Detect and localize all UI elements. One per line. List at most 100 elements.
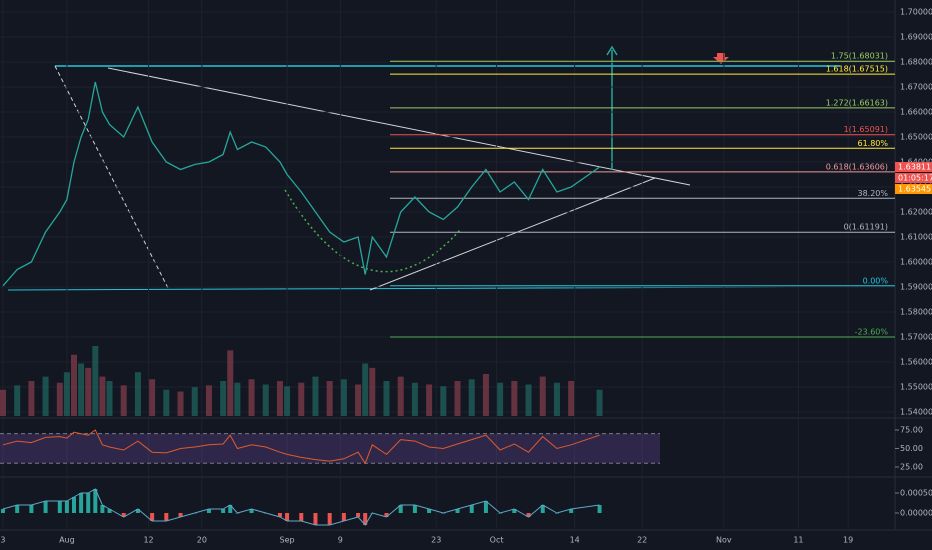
macd-bar	[526, 513, 531, 517]
volume-bar	[397, 376, 404, 416]
price-label-box	[895, 162, 932, 172]
x-tick-label: 11	[793, 536, 803, 545]
volume-bar	[42, 376, 49, 416]
rsi-tick-label: 75.00	[900, 425, 923, 434]
price-line	[2, 81, 600, 287]
volume-bar	[205, 385, 212, 416]
volume-bar	[276, 381, 283, 416]
volume-bar	[262, 384, 269, 416]
macd-bar	[164, 513, 169, 521]
level-label: 1.618(1.67515)	[826, 65, 888, 74]
volume-bar	[99, 376, 106, 416]
macd-bar	[285, 513, 290, 521]
volume-bar	[163, 389, 170, 416]
x-tick-label: 9	[338, 536, 343, 545]
macd-bar	[57, 501, 62, 513]
volume-bar	[411, 382, 418, 416]
y-tick-label: 1.61000	[900, 233, 932, 242]
macd-bar	[483, 501, 488, 513]
price-label: 01:05:17	[898, 174, 932, 183]
macd-bar	[93, 489, 98, 513]
arrow-down	[713, 53, 729, 64]
volume-bar	[63, 372, 70, 416]
volume-bar	[28, 381, 35, 416]
y-tick-label: 1.62000	[900, 208, 932, 217]
volume-bar	[539, 376, 546, 416]
volume-bar	[78, 363, 85, 416]
macd-tick-label: 0.00050	[900, 489, 932, 498]
rsi-band	[0, 433, 660, 464]
macd-bar	[540, 505, 545, 513]
volume-bar	[14, 385, 21, 416]
y-tick-label: 1.65000	[900, 133, 932, 142]
y-tick-label: 1.69000	[900, 33, 932, 42]
macd-bar	[43, 501, 48, 513]
macd-bar	[341, 513, 346, 521]
macd-bar	[398, 505, 403, 513]
volume-bar	[120, 385, 127, 416]
macd-bar	[569, 509, 574, 513]
volume-bar	[284, 386, 291, 416]
volume-bar	[568, 381, 575, 416]
x-tick-label: 14	[570, 536, 580, 545]
y-tick-label: 1.67000	[900, 83, 932, 92]
y-tick-label: 1.54000	[900, 408, 932, 417]
volume-bar	[340, 379, 347, 416]
macd-bar	[221, 509, 226, 513]
macd-bar	[356, 513, 361, 517]
volume-bar	[553, 382, 560, 416]
x-tick-label: Nov	[716, 536, 732, 545]
level-label: 0(1.61191)	[844, 223, 888, 232]
volume-bar	[440, 386, 447, 416]
volume-bar	[355, 384, 362, 416]
volume-bar	[298, 382, 305, 416]
macd-bar	[29, 505, 34, 513]
volume-bar	[383, 381, 390, 416]
price-label: 1.63545	[898, 185, 931, 194]
macd-bar	[469, 505, 474, 513]
macd-bar	[178, 513, 183, 517]
macd-tick-label: 0.00000	[900, 509, 932, 518]
volume-bar	[362, 363, 369, 416]
level-label: 61.80%	[857, 139, 888, 148]
x-tick-label: Aug	[59, 536, 75, 545]
price-label: 1.63811	[898, 163, 931, 172]
macd-bar	[412, 505, 417, 513]
macd-line	[2, 488, 600, 526]
y-tick-label: 1.70000	[900, 8, 932, 17]
macd-bar	[597, 505, 602, 513]
rsi-tick-label: 25.00	[900, 462, 923, 471]
macd-bar	[427, 509, 432, 513]
level-label: 0.00%	[863, 276, 889, 285]
level-label: 0.618(1.63606)	[826, 162, 888, 171]
macd-bar	[86, 493, 91, 513]
macd-bar	[455, 509, 460, 513]
x-tick-label: 23	[431, 536, 441, 545]
arrow-head	[606, 45, 618, 56]
macd-bar	[100, 505, 105, 513]
x-tick-label: 22	[637, 536, 647, 545]
macd-bar	[79, 493, 84, 513]
macd-bar	[363, 513, 368, 525]
volume-bar	[85, 367, 92, 416]
macd-bar	[228, 505, 233, 513]
macd-bar	[150, 513, 155, 521]
volume-bar	[234, 382, 241, 416]
y-tick-label: 1.60000	[900, 258, 932, 267]
macd-bar	[121, 513, 126, 517]
level-label: 1.272(1.66163)	[826, 98, 888, 107]
volume-bar	[191, 387, 198, 416]
volume-bar	[106, 381, 113, 416]
volume-bar	[426, 384, 433, 416]
volume-bar	[220, 381, 227, 416]
volume-bar	[71, 354, 78, 416]
volume-bar	[511, 381, 518, 416]
macd-bar	[64, 501, 69, 513]
macd-bar	[72, 497, 77, 513]
y-tick-label: 1.58000	[900, 308, 932, 317]
level-label: 1(1.65091)	[844, 125, 888, 134]
volume-bar	[56, 382, 63, 416]
volume-bar	[177, 391, 184, 416]
y-tick-label: 1.68000	[900, 58, 932, 67]
